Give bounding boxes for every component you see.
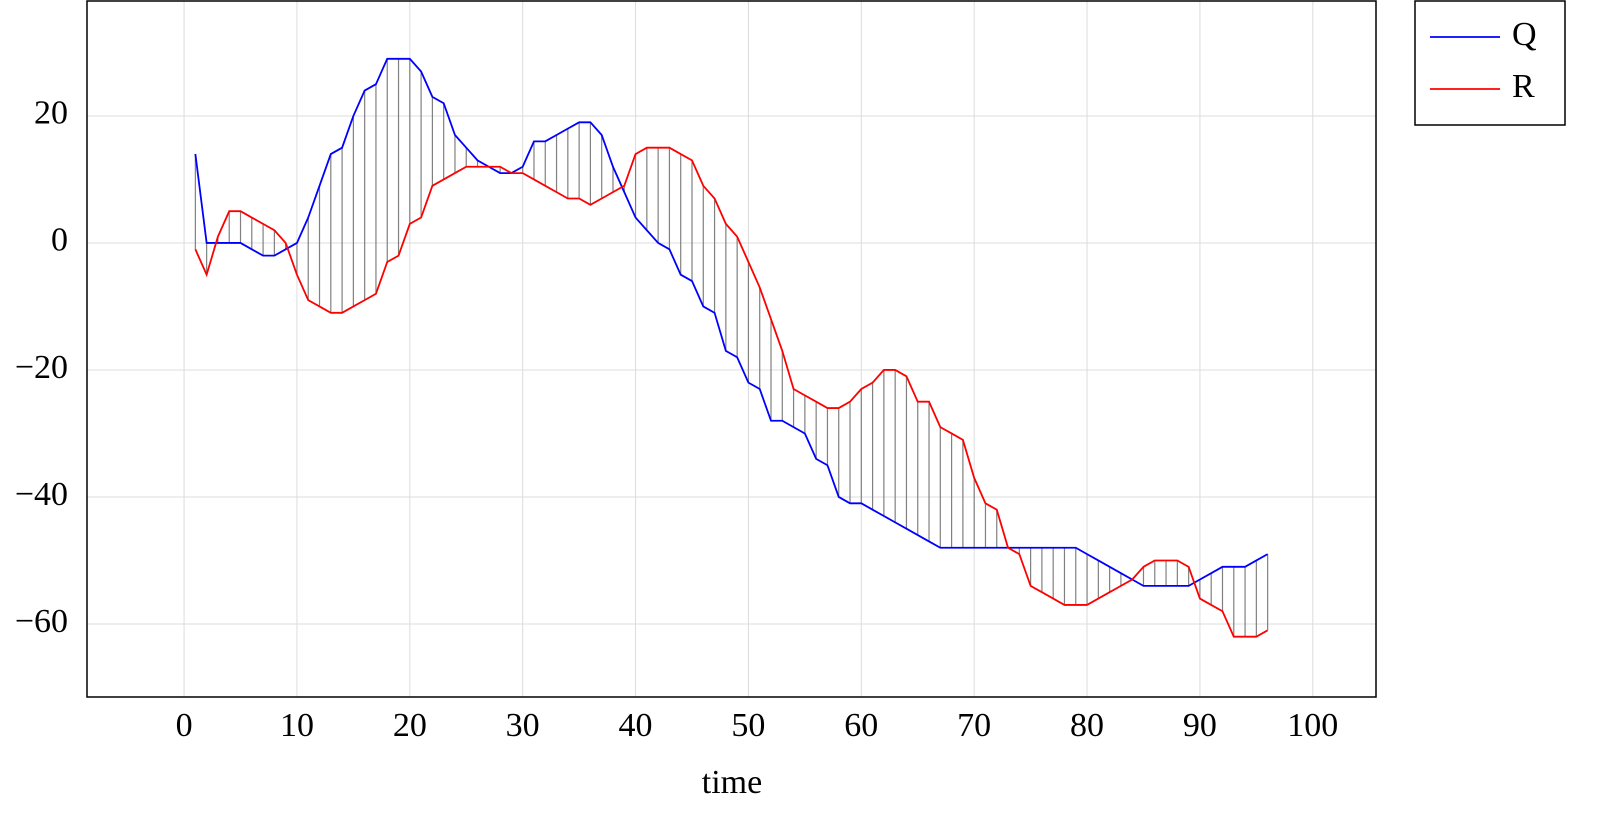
legend-label: Q [1512, 16, 1537, 53]
x-tick-label: 10 [280, 707, 314, 744]
x-tick-label: 60 [844, 707, 878, 744]
legend-box [1414, 0, 1566, 126]
x-tick-label: 40 [619, 707, 653, 744]
series-line [194, 57, 1269, 587]
x-tick-label: 30 [506, 707, 540, 744]
x-tick-label: 20 [393, 707, 427, 744]
x-tick-label: 0 [176, 707, 193, 744]
legend-label: R [1512, 68, 1535, 105]
y-tick-label: −40 [15, 476, 68, 513]
x-tick-label: 100 [1287, 707, 1338, 744]
x-tick-label: 80 [1070, 707, 1104, 744]
y-tick-label: −20 [15, 349, 68, 386]
x-tick-label: 50 [731, 707, 765, 744]
series-line [194, 146, 1269, 638]
y-tick-label: 0 [51, 222, 68, 259]
plot-frame [86, 0, 1377, 698]
x-tick-label: 70 [957, 707, 991, 744]
y-tick-label: −60 [15, 603, 68, 640]
y-tick-label: 20 [34, 95, 68, 132]
x-axis-label: time [702, 764, 762, 801]
x-tick-label: 90 [1183, 707, 1217, 744]
